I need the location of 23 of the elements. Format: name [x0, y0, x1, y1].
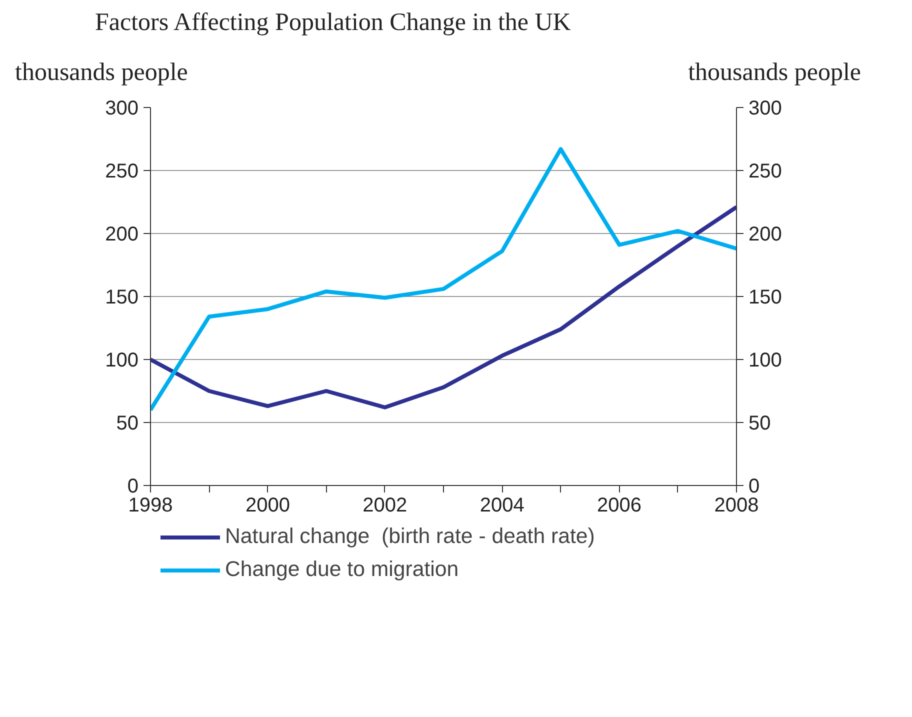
- legend-label: Natural change (birth rate - death rate): [225, 524, 595, 550]
- y2-axis-title: thousands people: [688, 58, 861, 88]
- x-tick-label: 2000: [245, 494, 290, 517]
- y-axis-title: thousands people: [15, 58, 188, 88]
- y-tick-label: 100: [105, 350, 139, 372]
- y2-tick-label: 50: [748, 412, 771, 435]
- x-tick-label: 2002: [362, 494, 408, 517]
- x-tick-label: 2004: [480, 494, 524, 517]
- y-tick-label: 250: [105, 160, 139, 183]
- y-tick-label: 200: [105, 224, 139, 246]
- legend-label: Change due to migration: [225, 557, 459, 582]
- chart-title: Factors Affecting Population Change in the UK: [94, 8, 572, 38]
- y2-tick-label: 150: [748, 286, 782, 309]
- line-series: [150, 205, 736, 410]
- x-tick-label: 2006: [597, 494, 642, 517]
- y-tick-label: 50: [116, 412, 139, 435]
- y2-tick-label: 200: [748, 224, 782, 246]
- y-tick-label: 300: [105, 98, 139, 120]
- y2-tick-label: 250: [748, 160, 782, 183]
- line-series: [150, 147, 736, 412]
- y-tick-label: 150: [105, 286, 139, 309]
- y2-tick-label: 100: [748, 350, 782, 372]
- y2-tick-label: 300: [748, 98, 782, 120]
